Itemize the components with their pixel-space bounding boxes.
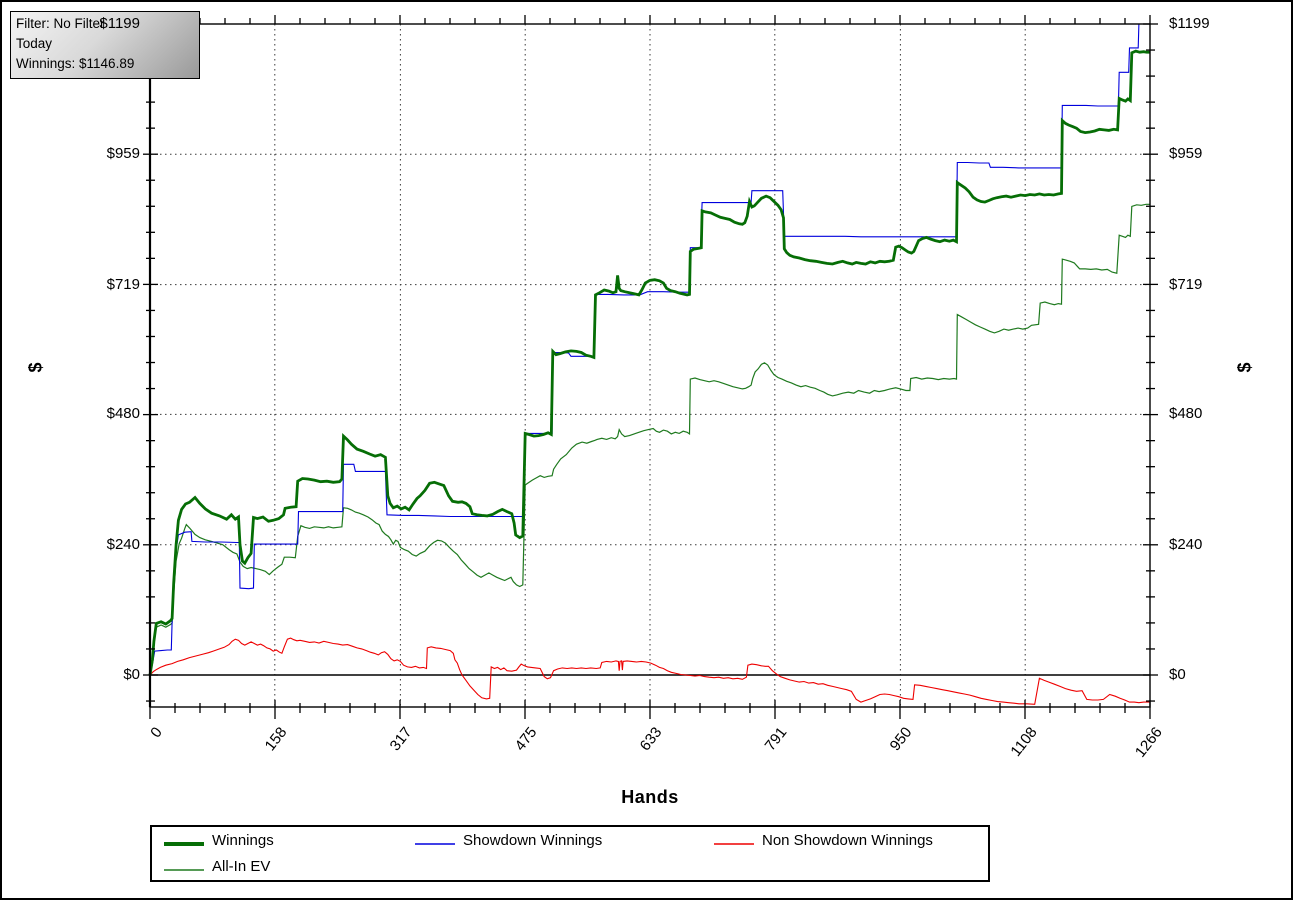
winnings-total-label: Winnings: $1146.89 [16,56,135,71]
winnings-line-sample [164,842,204,846]
filter-label: Filter: No Filter [16,16,105,31]
series-non-showdown-winnings [149,637,1150,705]
y-tick-label-right: $480 [1169,405,1203,423]
y-tick-label-left: $0 [123,666,140,683]
legend-label-allinev: All-In EV [212,858,271,875]
y-tick-label-left: $1199 [99,15,140,32]
legend-label-nonshowdown: Non Showdown Winnings [762,832,933,849]
y-tick-label-right: $0 [1169,666,1186,683]
legend-label-showdown: Showdown Winnings [463,832,603,849]
y-tick-label-right: $1199 [1169,15,1210,32]
y-tick-label-left: $240 [106,535,140,553]
y-axis-title-right: $ [1234,362,1255,373]
graph-info-box: Filter: No Filter Today Winnings: $1146.… [10,11,200,79]
series-winnings [148,49,1150,676]
series-all-in-ev [149,203,1150,676]
y-tick-label-right: $959 [1169,145,1203,163]
nonshowdown-line-sample [714,843,754,845]
legend-label-winnings: Winnings [212,832,274,849]
x-axis-title: Hands [621,787,679,807]
y-axis-title-left: $ [25,362,46,373]
series-showdown-winnings [149,23,1150,676]
allinev-line-sample [164,869,204,871]
y-tick-label-right: $719 [1169,275,1203,293]
date-range-label: Today [16,36,53,51]
y-tick-label-right: $240 [1169,535,1203,553]
legend-box: Winnings All-In EV Showdown Winnings Non… [150,825,990,882]
y-tick-label-left: $959 [106,145,140,163]
showdown-line-sample [415,843,455,845]
y-tick-label-left: $480 [106,405,140,423]
y-tick-label-left: $719 [106,275,140,293]
